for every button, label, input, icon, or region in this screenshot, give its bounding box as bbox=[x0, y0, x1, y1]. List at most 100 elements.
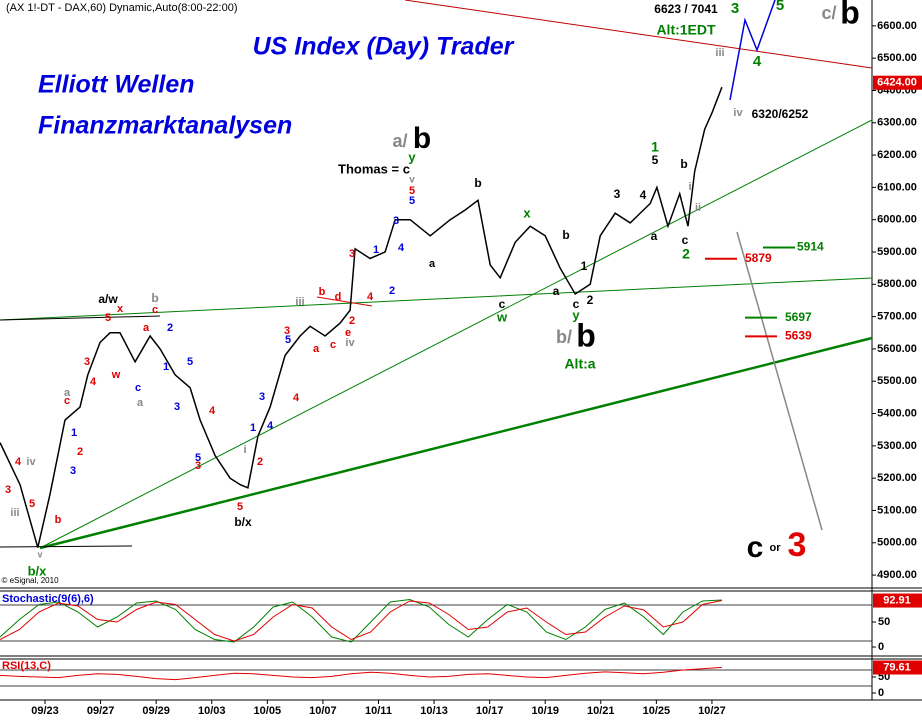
wave-label: a bbox=[429, 258, 436, 270]
chart-header: (AX 1!-DT - DAX,60) Dynamic,Auto(8:00-22… bbox=[6, 2, 238, 14]
wave-label: 4 bbox=[15, 456, 22, 468]
wave-label: 4 bbox=[640, 188, 647, 202]
wave-label: iv bbox=[345, 337, 355, 349]
wave-label: v bbox=[409, 175, 415, 186]
y-tick-label: 6000.00 bbox=[877, 214, 917, 226]
oscillator-line bbox=[0, 598, 722, 643]
wave-label: 4 bbox=[90, 376, 97, 388]
wave-label: y bbox=[572, 307, 580, 322]
wave-label: 5 bbox=[237, 501, 243, 513]
wave-label: a bbox=[553, 284, 560, 298]
wave-label: iii bbox=[295, 296, 304, 308]
x-tick-label: 10/17 bbox=[476, 705, 504, 717]
x-tick-label: 10/13 bbox=[420, 705, 448, 717]
x-tick-label: 10/07 bbox=[309, 705, 337, 717]
wave-label: c bbox=[64, 395, 70, 407]
y-tick-label: 5200.00 bbox=[877, 472, 917, 484]
x-tick-label: 09/23 bbox=[31, 705, 59, 717]
wave-label: 4 bbox=[753, 53, 762, 70]
wave-label: w bbox=[111, 369, 121, 381]
wave-label: c bbox=[499, 297, 506, 311]
wave-label: ii bbox=[695, 202, 701, 214]
y-tick-label: 5100.00 bbox=[877, 504, 917, 516]
last-value-box bbox=[873, 593, 922, 608]
trend-line bbox=[404, 0, 873, 69]
wave-label: 2 bbox=[587, 293, 594, 307]
wave-label: 3 bbox=[84, 356, 90, 368]
wave-label: a bbox=[143, 322, 150, 334]
wave-label: 2 bbox=[389, 285, 395, 297]
y-tick-label: 6100.00 bbox=[877, 181, 917, 193]
wave-label: 4 bbox=[367, 291, 374, 303]
wave-label: 1 bbox=[581, 259, 588, 273]
panel-title: RSI(13,C) bbox=[2, 660, 51, 672]
x-tick-label: 10/11 bbox=[365, 705, 392, 717]
y-tick-label: 50 bbox=[878, 616, 890, 628]
projection bbox=[736, 231, 823, 531]
chart-title: US Index (Day) Trader bbox=[253, 33, 515, 61]
wave-label: 4 bbox=[398, 242, 405, 254]
wave-label: 2 bbox=[682, 246, 690, 262]
wave-label: b bbox=[576, 317, 596, 353]
wave-label: b bbox=[413, 122, 431, 155]
wave-label: a bbox=[313, 343, 320, 355]
trend-line bbox=[0, 277, 873, 321]
wave-label: a/ bbox=[392, 131, 407, 151]
wave-label: c bbox=[152, 304, 158, 316]
wave-label: c bbox=[747, 531, 764, 564]
y-tick-label: 0 bbox=[878, 641, 884, 653]
wave-label: c bbox=[682, 233, 689, 247]
wave-label: 6623 / 7041 bbox=[654, 2, 718, 16]
wave-label: x bbox=[523, 205, 531, 220]
wave-label: 5 bbox=[776, 0, 784, 14]
wave-label: 1 bbox=[250, 422, 256, 434]
projection bbox=[729, 0, 776, 101]
wave-label: 3 bbox=[174, 401, 180, 413]
wave-label: b bbox=[474, 176, 481, 190]
wave-label: d bbox=[335, 291, 342, 303]
wave-label: 3 bbox=[731, 0, 739, 17]
y-tick-label: 5300.00 bbox=[877, 440, 917, 452]
wave-label: 3 bbox=[5, 484, 11, 496]
wave-label: 2 bbox=[77, 446, 83, 458]
wave-label: iv bbox=[733, 107, 743, 119]
wave-label: w bbox=[496, 309, 508, 324]
wave-label: a bbox=[64, 387, 71, 399]
y-tick-label: 5800.00 bbox=[877, 278, 917, 290]
wave-label: 3 bbox=[349, 248, 355, 260]
wave-label: Alt:a bbox=[564, 356, 595, 372]
wave-label: 3 bbox=[614, 187, 621, 201]
wave-label: 5 bbox=[105, 312, 111, 324]
wave-label: 3 bbox=[788, 526, 807, 564]
trend-line bbox=[316, 296, 373, 307]
wave-label: i bbox=[243, 444, 246, 456]
wave-label: 5 bbox=[285, 334, 291, 346]
x-tick-label: 09/27 bbox=[87, 705, 115, 717]
wave-label: 2 bbox=[167, 322, 173, 334]
wave-label: Alt:1EDT bbox=[656, 22, 716, 38]
x-tick-label: 10/19 bbox=[531, 705, 559, 717]
wave-label: a bbox=[651, 229, 658, 243]
wave-label: v bbox=[37, 549, 42, 559]
y-tick-label: 6500.00 bbox=[877, 52, 917, 64]
y-tick-label: 5900.00 bbox=[877, 246, 917, 258]
wave-label: b/ bbox=[556, 327, 572, 347]
y-tick-label: 6200.00 bbox=[877, 149, 917, 161]
level-label: 5639 bbox=[785, 328, 812, 342]
level-label: 5879 bbox=[745, 251, 772, 265]
x-tick-label: 10/21 bbox=[587, 705, 615, 717]
wave-label: 5 bbox=[195, 452, 201, 464]
y-tick-label: 5400.00 bbox=[877, 407, 917, 419]
wave-label: b/x bbox=[28, 563, 48, 578]
last-price-label: 6424.00 bbox=[877, 77, 917, 89]
wave-label: c bbox=[135, 382, 141, 394]
trend-line bbox=[39, 336, 873, 550]
wave-label: 3 bbox=[195, 460, 201, 472]
wave-label: 5 bbox=[29, 498, 35, 510]
wave-label: b bbox=[55, 514, 62, 526]
wave-label: b bbox=[319, 286, 326, 298]
wave-label: b bbox=[680, 157, 687, 171]
wave-label: 2 bbox=[349, 315, 355, 327]
